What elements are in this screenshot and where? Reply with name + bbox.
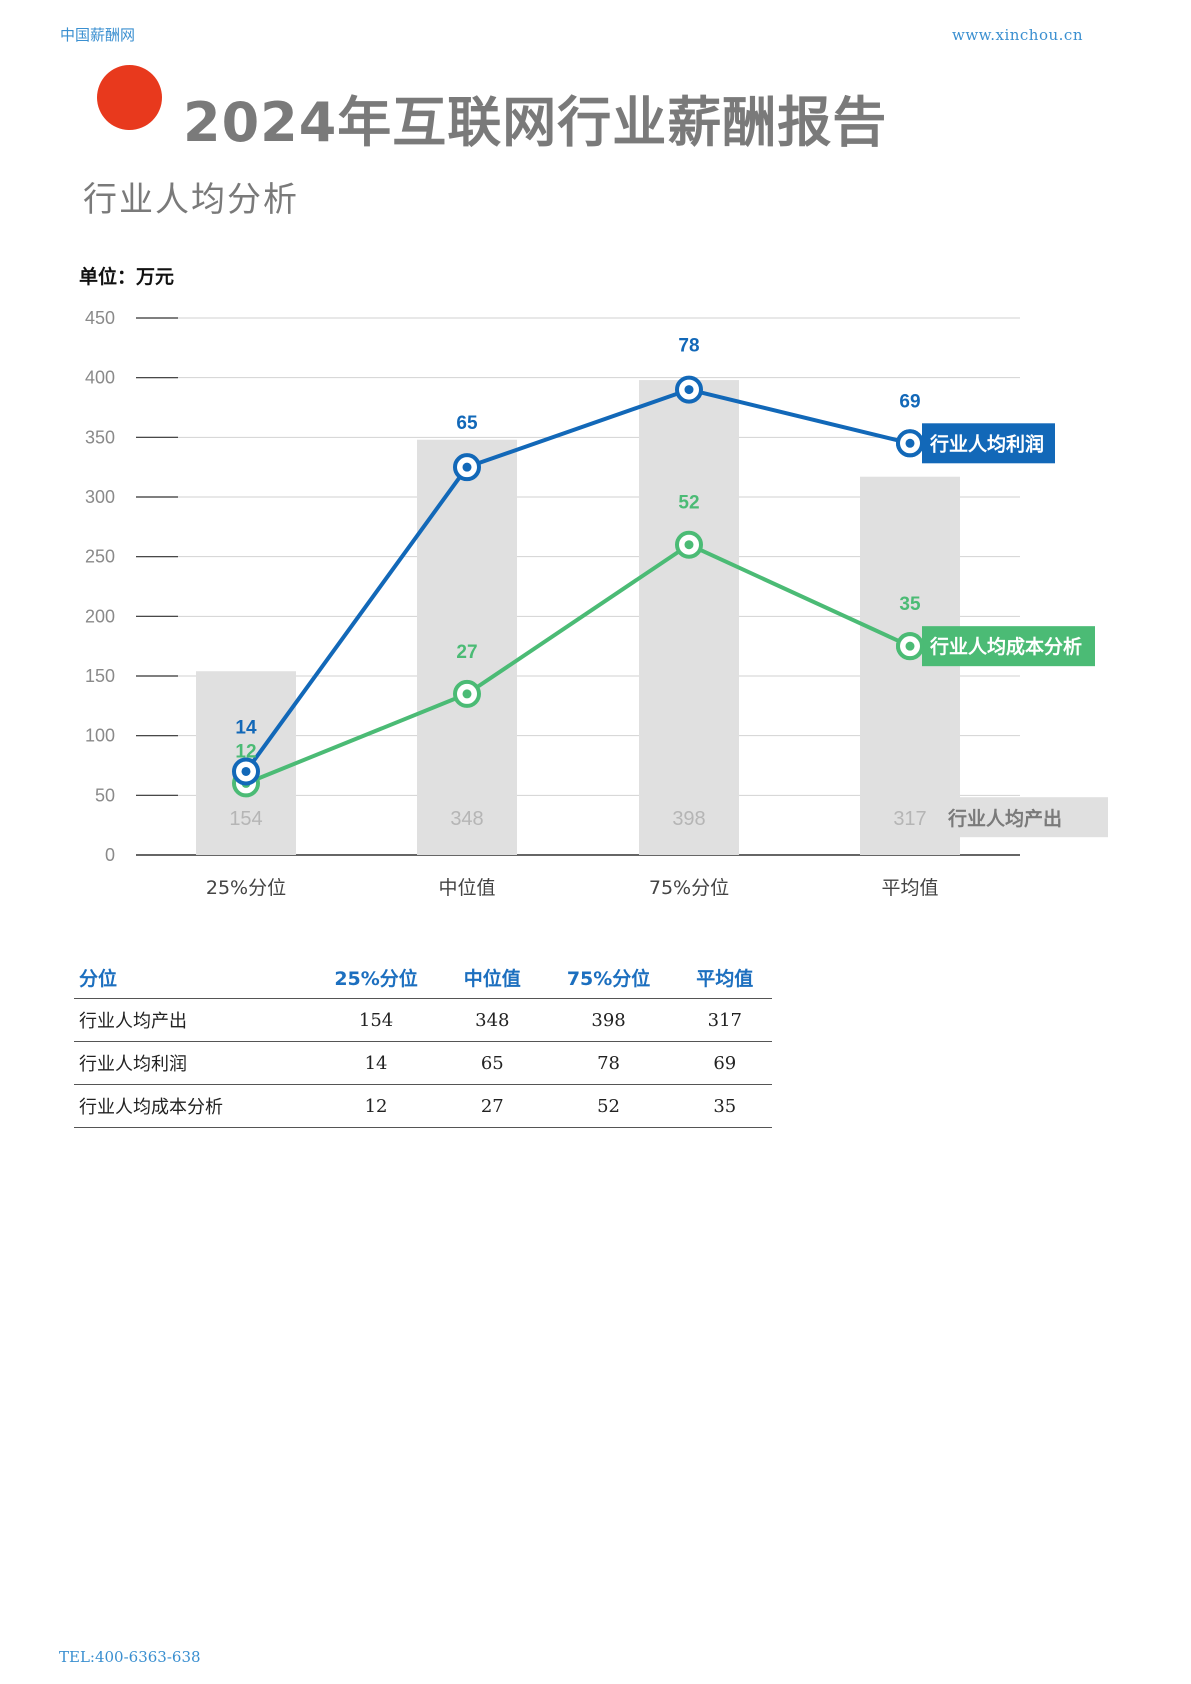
bar [639,380,739,855]
series-name: 行业人均利润 [929,432,1044,455]
data-label: 69 [899,391,920,412]
table-header-cell: 25%分位 [307,956,446,999]
table-cell: 317 [677,998,772,1042]
bar [417,439,517,855]
table-cell: 348 [445,998,540,1042]
section-title: 行业人均分析 [83,180,299,220]
bar-series-tag [940,797,1108,838]
table-row: 行业人均成本分析 12 27 52 35 [74,1084,772,1128]
data-point-center [905,438,915,448]
x-tick-label: 75%分位 [649,877,729,899]
y-tick-label: 400 [85,368,115,388]
series-tag [922,423,1055,464]
title-accent-dot [97,65,162,130]
y-tick-label: 250 [85,547,115,567]
table-cell: 12 [307,1084,446,1128]
bar-value-label: 154 [229,808,262,830]
data-point-center [241,766,251,776]
data-table: 分位 25%分位 中位值 75%分位 平均值 行业人均产出 154 348 39… [74,956,772,1128]
table-cell: 154 [307,998,446,1042]
bar-series-name: 行业人均产出 [947,807,1062,830]
table-cell: 35 [677,1084,772,1128]
series-name: 行业人均成本分析 [929,635,1082,658]
y-tick-label: 450 [85,308,115,328]
data-point-center [684,540,694,550]
table-cell: 78 [539,1041,678,1085]
bar-value-label: 348 [450,808,483,830]
bar-value-label: 398 [672,808,705,830]
table-row: 行业人均产出 154 348 398 317 [74,998,772,1042]
data-point-center [462,689,472,699]
y-tick-label: 0 [105,845,115,865]
table-header-cell: 平均值 [677,956,772,999]
table-header-cell: 分位 [74,956,307,999]
data-label: 27 [456,642,477,663]
table-header-row: 分位 25%分位 中位值 75%分位 平均值 [74,956,772,999]
x-tick-label: 25%分位 [206,877,286,899]
series-line [244,387,911,773]
table-row-label: 行业人均产出 [74,998,307,1042]
unit-label: 单位：万元 [79,266,175,288]
y-tick-label: 350 [85,427,115,447]
data-label: 14 [235,717,257,738]
table-cell: 65 [445,1041,540,1085]
x-tick-label: 平均值 [881,877,938,899]
table-header-cell: 中位值 [445,956,540,999]
table-cell: 69 [677,1041,772,1085]
data-label: 12 [235,741,256,762]
data-point-center [905,641,915,651]
table-header-cell: 75%分位 [539,956,678,999]
data-label: 65 [456,413,478,434]
industry-per-capita-chart: 0 50 100 150 200 250 300 350 400 450 154 348 398 317… [85,308,1108,899]
table-cell: 52 [539,1084,678,1128]
series-tag [922,626,1095,667]
table-cell: 14 [307,1041,446,1085]
bar-value-label: 317 [893,808,926,830]
table-row-label: 行业人均利润 [74,1041,307,1085]
data-label: 35 [899,594,921,615]
data-point-center [462,462,472,472]
y-tick-label: 300 [85,487,115,507]
site-url[interactable]: www.xinchou.cn [951,26,1083,44]
table-cell: 398 [539,998,678,1042]
table-row: 行业人均利润 14 65 78 69 [74,1041,772,1085]
y-tick-label: 200 [85,606,115,626]
footer-tel: TEL:400-6363-638 [59,1648,201,1666]
table-cell: 27 [445,1084,540,1128]
y-tick-label: 100 [85,726,115,746]
site-name: 中国薪酬网 [60,26,136,44]
data-point-center [684,385,694,395]
data-label: 52 [678,493,699,514]
x-tick-label: 中位值 [438,877,495,899]
data-label: 78 [678,336,699,357]
y-tick-label: 50 [95,785,115,805]
y-tick-label: 150 [85,666,115,686]
report-title: 2024年互联网行业薪酬报告 [183,91,888,154]
series-line [245,542,911,786]
table-row-label: 行业人均成本分析 [74,1084,307,1128]
